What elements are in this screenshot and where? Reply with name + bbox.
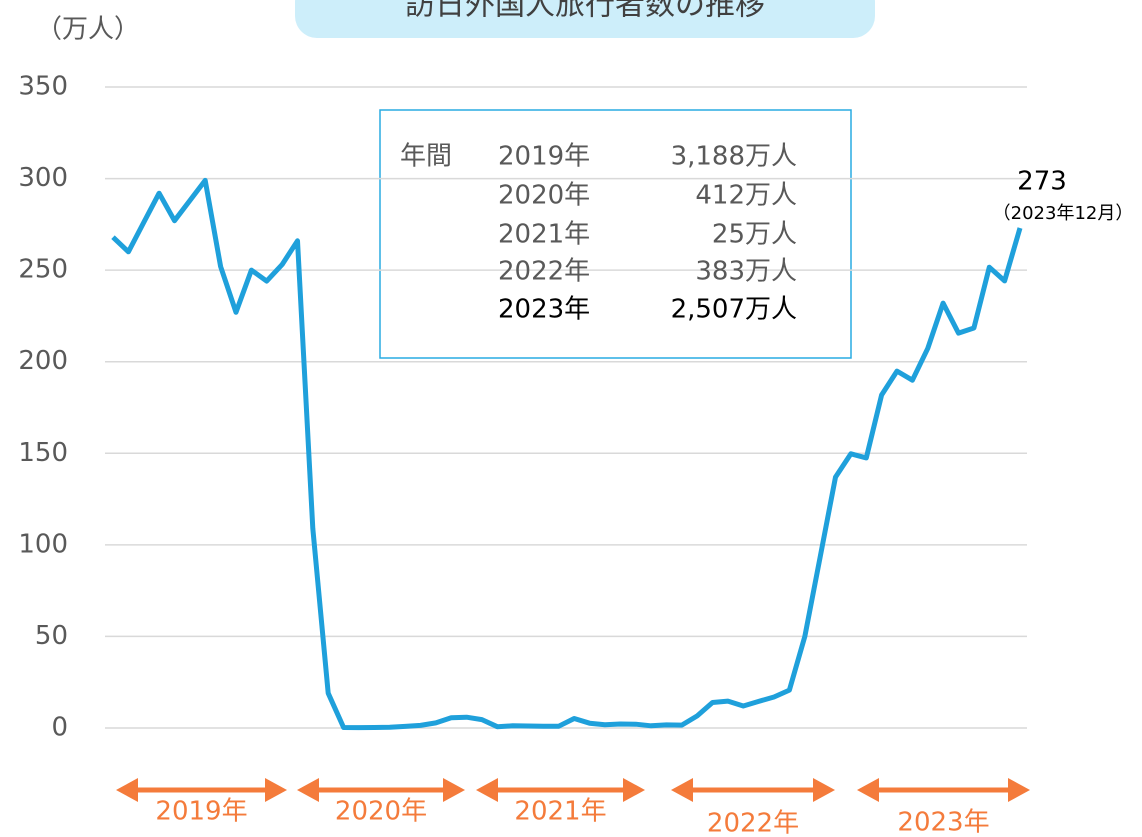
- annual-value: 25万人: [712, 220, 797, 250]
- year-label: 2021年: [514, 797, 606, 827]
- year-arrow-head: [813, 778, 835, 802]
- y-tick-label: 100: [18, 529, 68, 559]
- annual-value: 383万人: [695, 257, 797, 287]
- year-arrow-head: [1008, 778, 1030, 802]
- chart-title: 訪日外国人旅行者数の推移: [405, 0, 765, 23]
- year-arrow-head: [623, 778, 645, 802]
- year-arrow-head: [116, 778, 138, 802]
- year-label: 2022年: [707, 809, 799, 837]
- y-tick-label: 200: [18, 346, 68, 376]
- annual-value: 3,188万人: [671, 142, 797, 172]
- year-arrow-head: [476, 778, 498, 802]
- annual-year: 2022年: [498, 257, 590, 287]
- year-arrow-head: [443, 778, 465, 802]
- y-tick-label: 300: [18, 163, 68, 193]
- y-tick-label: 0: [51, 713, 68, 743]
- y-tick-label: 50: [35, 621, 68, 651]
- year-label: 2020年: [335, 797, 427, 827]
- annual-year: 2019年: [498, 142, 590, 172]
- annual-value: 2,507万人: [671, 295, 797, 325]
- year-arrow-head: [671, 778, 693, 802]
- annotation-value: 273: [1017, 167, 1067, 197]
- y-tick-label: 150: [18, 438, 68, 468]
- annotation-label: （2023年12月）: [993, 203, 1134, 224]
- annual-year: 2020年: [498, 181, 590, 211]
- annual-year: 2021年: [498, 220, 590, 250]
- annual-box: [379, 109, 852, 359]
- y-tick-label: 250: [18, 255, 68, 285]
- data-line: [111, 177, 1023, 731]
- title-box: [295, 0, 875, 38]
- annual-value: 412万人: [695, 181, 797, 211]
- year-label: 2023年: [897, 808, 989, 837]
- year-arrow-head: [297, 778, 319, 802]
- annual-heading: 年間: [400, 142, 452, 172]
- year-arrow-head: [265, 778, 287, 802]
- year-label: 2019年: [155, 797, 247, 827]
- annual-year: 2023年: [498, 295, 590, 325]
- y-tick-label: 350: [18, 72, 68, 102]
- y-unit: （万人）: [36, 15, 140, 45]
- year-arrow-head: [857, 778, 879, 802]
